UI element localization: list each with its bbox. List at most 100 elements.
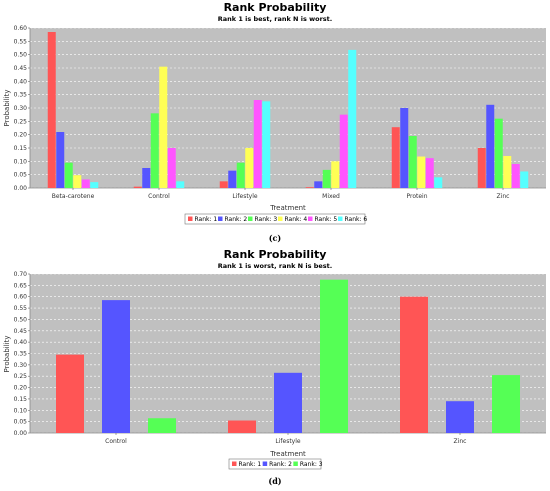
legend-swatch	[218, 216, 223, 221]
bar	[400, 296, 428, 433]
chart-d-caption: (d)	[268, 476, 281, 486]
y-tick-label: 0.15	[14, 145, 28, 152]
y-tick-label: 0.55	[14, 305, 28, 312]
bar	[400, 108, 409, 188]
bar	[503, 156, 512, 188]
chart-c-gridlines	[29, 27, 546, 189]
bar	[417, 156, 426, 188]
chart-c-x-ticks: Beta-carotene Control Lifestyle Mixed Protei…	[52, 188, 510, 200]
bar	[150, 113, 159, 188]
chart-c-title: Rank Probability	[224, 1, 327, 14]
y-tick-label: 0.00	[14, 185, 28, 192]
legend-frame	[184, 213, 366, 225]
x-tick-label: Protein	[406, 193, 427, 200]
y-tick-label: 0.60	[14, 294, 28, 301]
chart-c-bars	[47, 32, 529, 188]
bar	[64, 162, 73, 188]
bar	[339, 114, 348, 188]
y-tick-label: 0.25	[14, 118, 28, 125]
chart-c-legend: Rank: 1 Rank: 2 Rank: 3 Rank: 4 Rank: 5 Rank:…	[184, 213, 368, 225]
legend-frame	[228, 458, 322, 470]
bar	[520, 171, 529, 188]
bar	[56, 132, 65, 188]
bar	[477, 148, 486, 188]
bar	[236, 162, 245, 188]
x-tick-label: Lifestyle	[275, 438, 301, 445]
y-tick-label: 0.00	[14, 430, 28, 437]
bar	[274, 372, 302, 433]
chart-d-subtitle: Rank 1 is worst, rank N is best.	[218, 262, 333, 270]
chart-d-legend: Rank: 1 Rank: 2 Rank: 3	[228, 458, 323, 470]
legend-swatch	[278, 216, 283, 221]
bar	[446, 401, 474, 433]
y-tick-label: 0.70	[14, 271, 28, 278]
bar	[511, 164, 520, 188]
y-tick-label: 0.20	[14, 132, 28, 139]
bar	[494, 118, 503, 188]
x-tick-label: Control	[105, 438, 127, 445]
legend-swatch	[262, 461, 268, 466]
y-tick-label: 0.55	[14, 38, 28, 45]
bar	[176, 181, 185, 188]
x-tick-label: Zinc	[454, 438, 467, 445]
chart-d-x-ticks: Control Lifestyle Zinc	[105, 433, 466, 445]
y-tick-label: 0.40	[14, 78, 28, 85]
bar	[314, 181, 323, 188]
legend-label: Rank: 2	[225, 216, 248, 223]
chart-c-caption: (c)	[269, 233, 282, 243]
bar	[228, 170, 237, 188]
bar	[331, 161, 340, 188]
bar	[73, 175, 82, 188]
bar	[56, 354, 84, 433]
bar	[425, 158, 434, 188]
chart-d-ylabel: Probability	[3, 335, 11, 372]
bar	[391, 127, 400, 188]
chart-c-ylabel: Probability	[3, 89, 11, 126]
bar	[262, 101, 271, 188]
bar	[159, 66, 168, 188]
y-tick-label: 0.35	[14, 92, 28, 99]
y-tick-label: 0.50	[14, 316, 28, 323]
y-tick-label: 0.20	[14, 385, 28, 392]
y-tick-label: 0.65	[14, 282, 28, 289]
chart-d-bars	[56, 279, 520, 433]
x-tick-label: Lifestyle	[232, 193, 258, 200]
y-tick-label: 0.05	[14, 172, 28, 179]
x-tick-label: Zinc	[497, 193, 510, 200]
y-tick-label: 0.15	[14, 396, 28, 403]
y-tick-label: 0.30	[14, 105, 28, 112]
legend-label: Rank: 4	[285, 216, 308, 223]
bar	[320, 279, 348, 433]
legend-swatch	[338, 216, 343, 221]
legend-swatch	[248, 216, 253, 221]
chart-d-xlabel: Treatment	[269, 450, 306, 458]
bar	[90, 182, 99, 188]
y-tick-label: 0.10	[14, 158, 28, 165]
bar	[492, 375, 520, 433]
bar	[102, 300, 130, 433]
y-tick-label: 0.40	[14, 339, 28, 346]
bar	[253, 100, 262, 188]
legend-swatch	[308, 216, 313, 221]
legend-label: Rank: 6	[345, 216, 368, 223]
chart-d-y-ticks: 0.00 0.05 0.10 0.15 0.20 0.25 0.30 0.35 0.40 0.45…	[14, 271, 30, 437]
y-tick-label: 0.05	[14, 419, 28, 426]
legend-label: Rank: 1	[239, 461, 262, 468]
y-tick-label: 0.60	[14, 25, 28, 32]
bar	[434, 177, 443, 188]
y-tick-label: 0.35	[14, 351, 28, 358]
legend-label: Rank: 5	[315, 216, 338, 223]
chart-c: Rank Probability Rank 1 is best, rank N …	[3, 1, 546, 243]
bar	[167, 148, 176, 188]
bar	[219, 181, 228, 188]
y-tick-label: 0.45	[14, 328, 28, 335]
y-tick-label: 0.30	[14, 362, 28, 369]
bar	[486, 104, 495, 188]
bar	[348, 49, 357, 188]
bar	[408, 136, 417, 188]
legend-swatch	[232, 461, 237, 466]
bar	[228, 420, 256, 433]
bar	[47, 32, 56, 188]
legend-swatch	[188, 216, 193, 221]
